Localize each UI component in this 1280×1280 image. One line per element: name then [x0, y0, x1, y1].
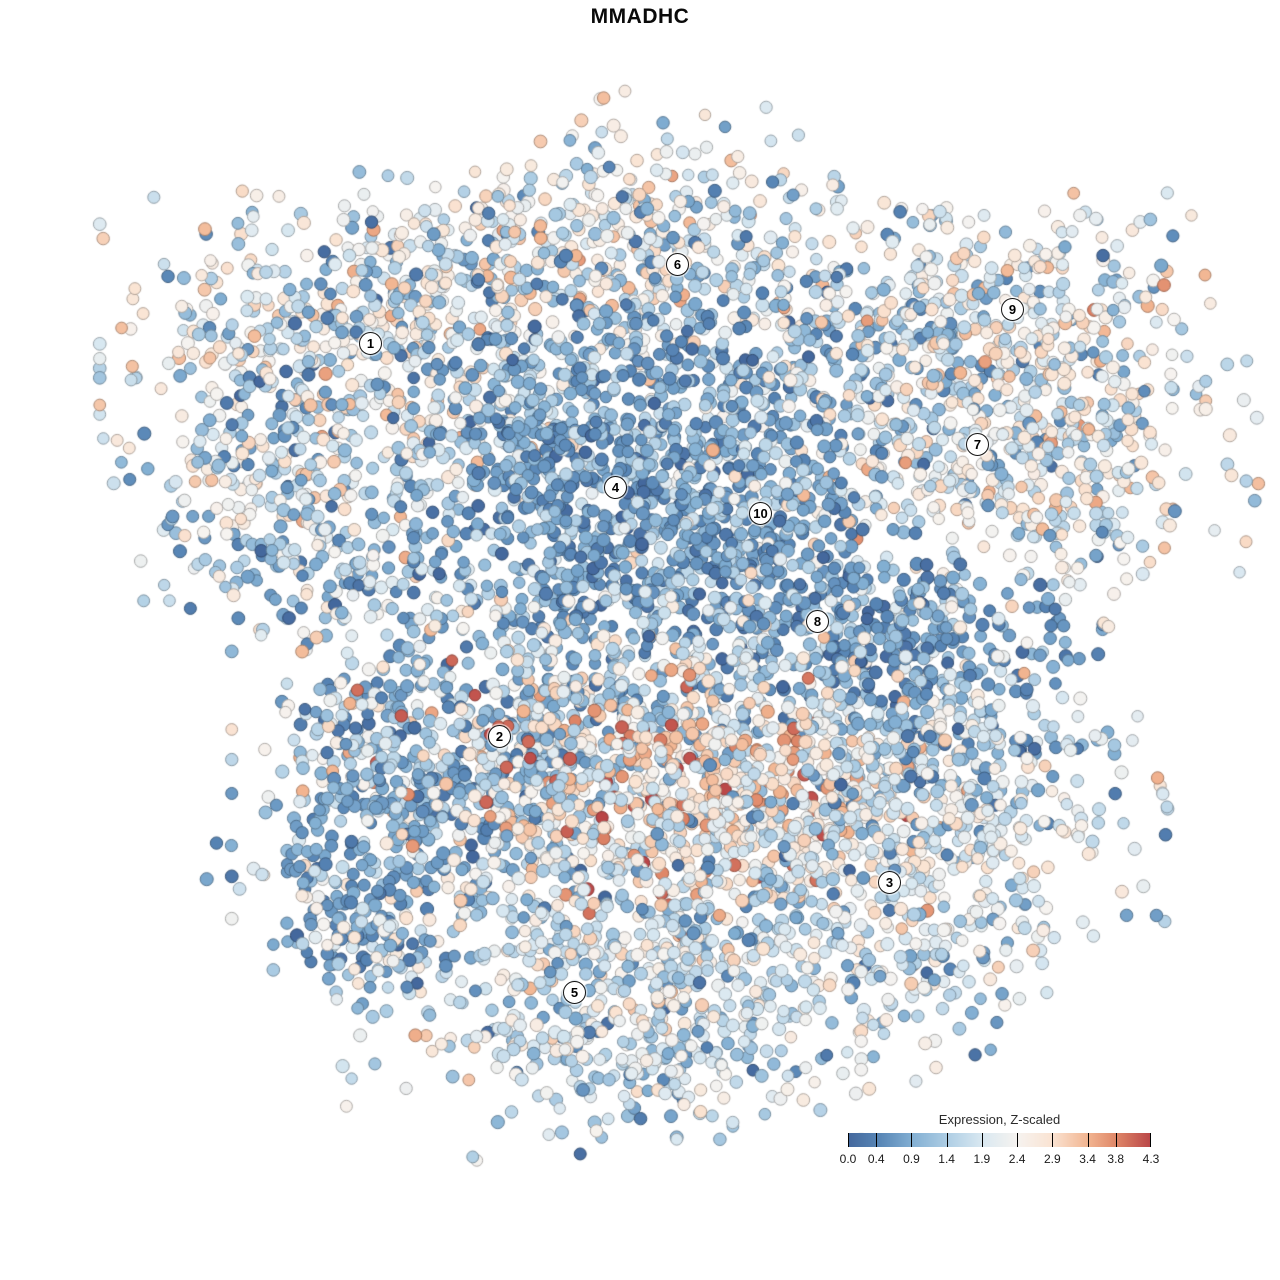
cluster-label-9: 9 — [1001, 298, 1024, 321]
legend-tick-mark — [946, 1133, 948, 1147]
cluster-label-3: 3 — [878, 871, 901, 894]
legend-tick-label: 3.8 — [1107, 1152, 1125, 1166]
legend-title: Expression, Z-scaled — [938, 1112, 1061, 1127]
cluster-label-2: 2 — [488, 725, 511, 748]
legend-tick-mark — [1115, 1133, 1117, 1147]
legend-tick-label: 4.3 — [1142, 1152, 1160, 1166]
cluster-label-1: 1 — [359, 332, 382, 355]
legend-tick-label: 2.9 — [1044, 1152, 1061, 1166]
legend-tick-mark — [1052, 1133, 1054, 1147]
legend-tick-label: 2.4 — [1008, 1152, 1026, 1166]
legend-tick-mark — [876, 1133, 878, 1147]
legend-tick-label: 0.9 — [903, 1152, 920, 1166]
legend-tick-mark — [981, 1133, 983, 1147]
legend-tick-mark — [1087, 1133, 1089, 1147]
cluster-label-10: 10 — [749, 502, 772, 525]
legend-tick-mark — [1150, 1133, 1151, 1147]
cluster-label-4: 4 — [604, 476, 627, 499]
cluster-label-6: 6 — [666, 253, 689, 276]
legend-tick-label: 3.4 — [1079, 1152, 1096, 1166]
cluster-label-7: 7 — [966, 433, 989, 456]
legend-tick-mark — [848, 1133, 849, 1147]
cluster-label-8: 8 — [806, 610, 829, 633]
legend-tick-mark — [1017, 1133, 1019, 1147]
legend-tick-label: 1.4 — [938, 1152, 955, 1166]
legend-tick-label: 1.9 — [973, 1152, 991, 1166]
legend-tick-mark — [911, 1133, 913, 1147]
legend-tick-label: 0.0 — [839, 1152, 857, 1166]
legend-colorbar — [848, 1133, 1151, 1147]
cluster-label-5: 5 — [563, 981, 586, 1004]
legend-tick-label: 0.4 — [867, 1152, 885, 1166]
